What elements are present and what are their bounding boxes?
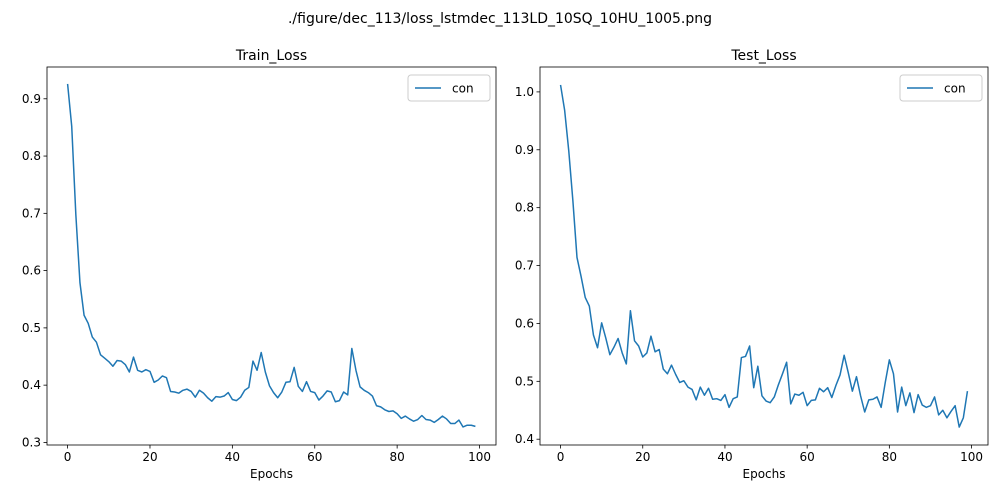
train-loss-xtick-label-4: 80 — [389, 450, 404, 464]
train-loss-ytick-label-6: 0.9 — [22, 92, 41, 106]
test-loss-xtick-label-3: 60 — [800, 450, 815, 464]
test-loss-ytick-label-6: 1.0 — [515, 85, 534, 99]
test-loss-legend-label-con: con — [944, 82, 966, 96]
train-loss-axes-frame — [46, 66, 497, 446]
train-loss-legend-label-con: con — [452, 82, 474, 96]
test-loss-legend: con — [899, 74, 983, 102]
train-loss-chart: Train_Loss 0 20 40 60 80 100 0.3 0.4 0.5 0.6 0.7 0.8… — [22, 48, 497, 481]
test-loss-chart: Test_Loss 0 20 40 60 80 100 0.4 0.5 0.6 0.7 0.8 0.9 1… — [515, 48, 989, 481]
test-loss-ytick-label-4: 0.8 — [515, 201, 534, 215]
test-loss-ytick-label-2: 0.6 — [515, 316, 534, 330]
train-loss-series-con-line — [66, 83, 476, 428]
test-loss-series-con-line — [559, 84, 969, 428]
train-loss-ytick-label-0: 0.3 — [22, 435, 41, 449]
test-loss-ytick-label-3: 0.7 — [515, 259, 534, 273]
train-loss-xlabel: Epochs — [250, 467, 293, 481]
test-loss-legend-box — [899, 74, 983, 102]
train-loss-ytick-label-3: 0.6 — [22, 264, 41, 278]
test-loss-xlabel: Epochs — [743, 467, 786, 481]
test-loss-ytick-label-1: 0.5 — [515, 374, 534, 388]
train-loss-ytick-label-1: 0.4 — [22, 378, 41, 392]
figure-suptitle: ./figure/dec_113/loss_lstmdec_113LD_10SQ… — [288, 11, 712, 27]
train-loss-legend: con — [407, 74, 491, 102]
test-loss-xtick-label-2: 40 — [717, 450, 732, 464]
train-loss-xtick-label-1: 20 — [142, 450, 157, 464]
train-loss-title: Train_Loss — [235, 48, 307, 64]
test-loss-xtick-label-0: 0 — [557, 450, 565, 464]
train-loss-ytick-label-2: 0.5 — [22, 321, 41, 335]
train-loss-legend-box — [407, 74, 491, 102]
test-loss-xtick-label-5: 100 — [960, 450, 983, 464]
test-loss-ytick-label-5: 0.9 — [515, 143, 534, 157]
test-loss-ytick-label-0: 0.4 — [515, 432, 534, 446]
test-loss-xtick-label-4: 80 — [882, 450, 897, 464]
test-loss-xtick-label-1: 20 — [635, 450, 650, 464]
train-loss-xtick-label-5: 100 — [468, 450, 491, 464]
train-loss-ytick-label-5: 0.8 — [22, 149, 41, 163]
train-loss-xtick-label-3: 60 — [307, 450, 322, 464]
train-loss-xtick-label-0: 0 — [64, 450, 72, 464]
test-loss-title: Test_Loss — [730, 48, 796, 64]
train-loss-xtick-label-2: 40 — [225, 450, 240, 464]
test-loss-axes-frame — [539, 66, 989, 446]
train-loss-ytick-label-4: 0.7 — [22, 206, 41, 220]
